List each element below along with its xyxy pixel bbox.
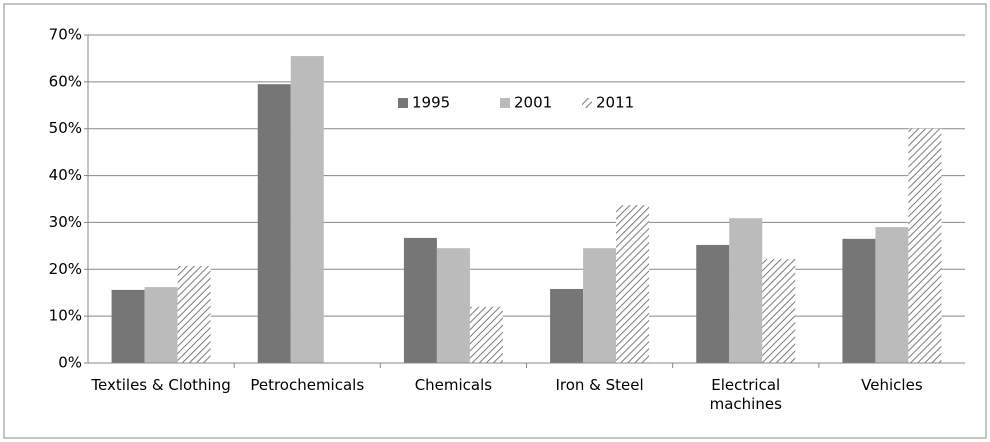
bar: [436, 248, 470, 363]
bar: [616, 205, 650, 363]
bar: [290, 56, 324, 363]
y-tick-label: 30%: [49, 213, 82, 231]
bar: [469, 306, 503, 363]
y-tick-label: 0%: [58, 354, 82, 372]
frame: [3, 3, 987, 439]
legend-label: 1995: [412, 94, 450, 112]
bar: [875, 227, 909, 363]
legend-label: 2001: [514, 94, 552, 112]
bar: [583, 248, 617, 363]
bar: [908, 128, 942, 363]
x-tick-label: Iron & Steel: [555, 376, 644, 394]
x-tick-label: Petrochemicals: [250, 376, 365, 394]
bar: [403, 237, 437, 363]
x-tick-label: Vehicles: [861, 376, 923, 394]
y-tick-label: 40%: [49, 166, 82, 184]
x-tick-label: Textiles & Clothing: [91, 376, 231, 394]
bar: [729, 218, 763, 363]
legend-swatch: [500, 98, 510, 108]
bar: [257, 84, 291, 363]
bar: [177, 266, 211, 363]
y-tick-label: 70%: [49, 26, 82, 44]
y-tick-label: 60%: [49, 72, 82, 90]
y-tick-label: 50%: [49, 119, 82, 137]
legend-label: 2011: [596, 94, 634, 112]
legend-swatch: [398, 98, 408, 108]
x-tick-label: Chemicals: [414, 376, 493, 394]
y-tick-label: 20%: [49, 260, 82, 278]
legend-swatch: [582, 98, 592, 108]
bar: [762, 258, 796, 363]
x-tick-label: Electrical machines: [709, 376, 782, 413]
bar: [696, 244, 730, 363]
bar: [111, 289, 145, 363]
bar: [144, 287, 178, 363]
bar: [550, 288, 584, 363]
bar: [842, 238, 876, 363]
y-tick-label: 10%: [49, 307, 82, 325]
